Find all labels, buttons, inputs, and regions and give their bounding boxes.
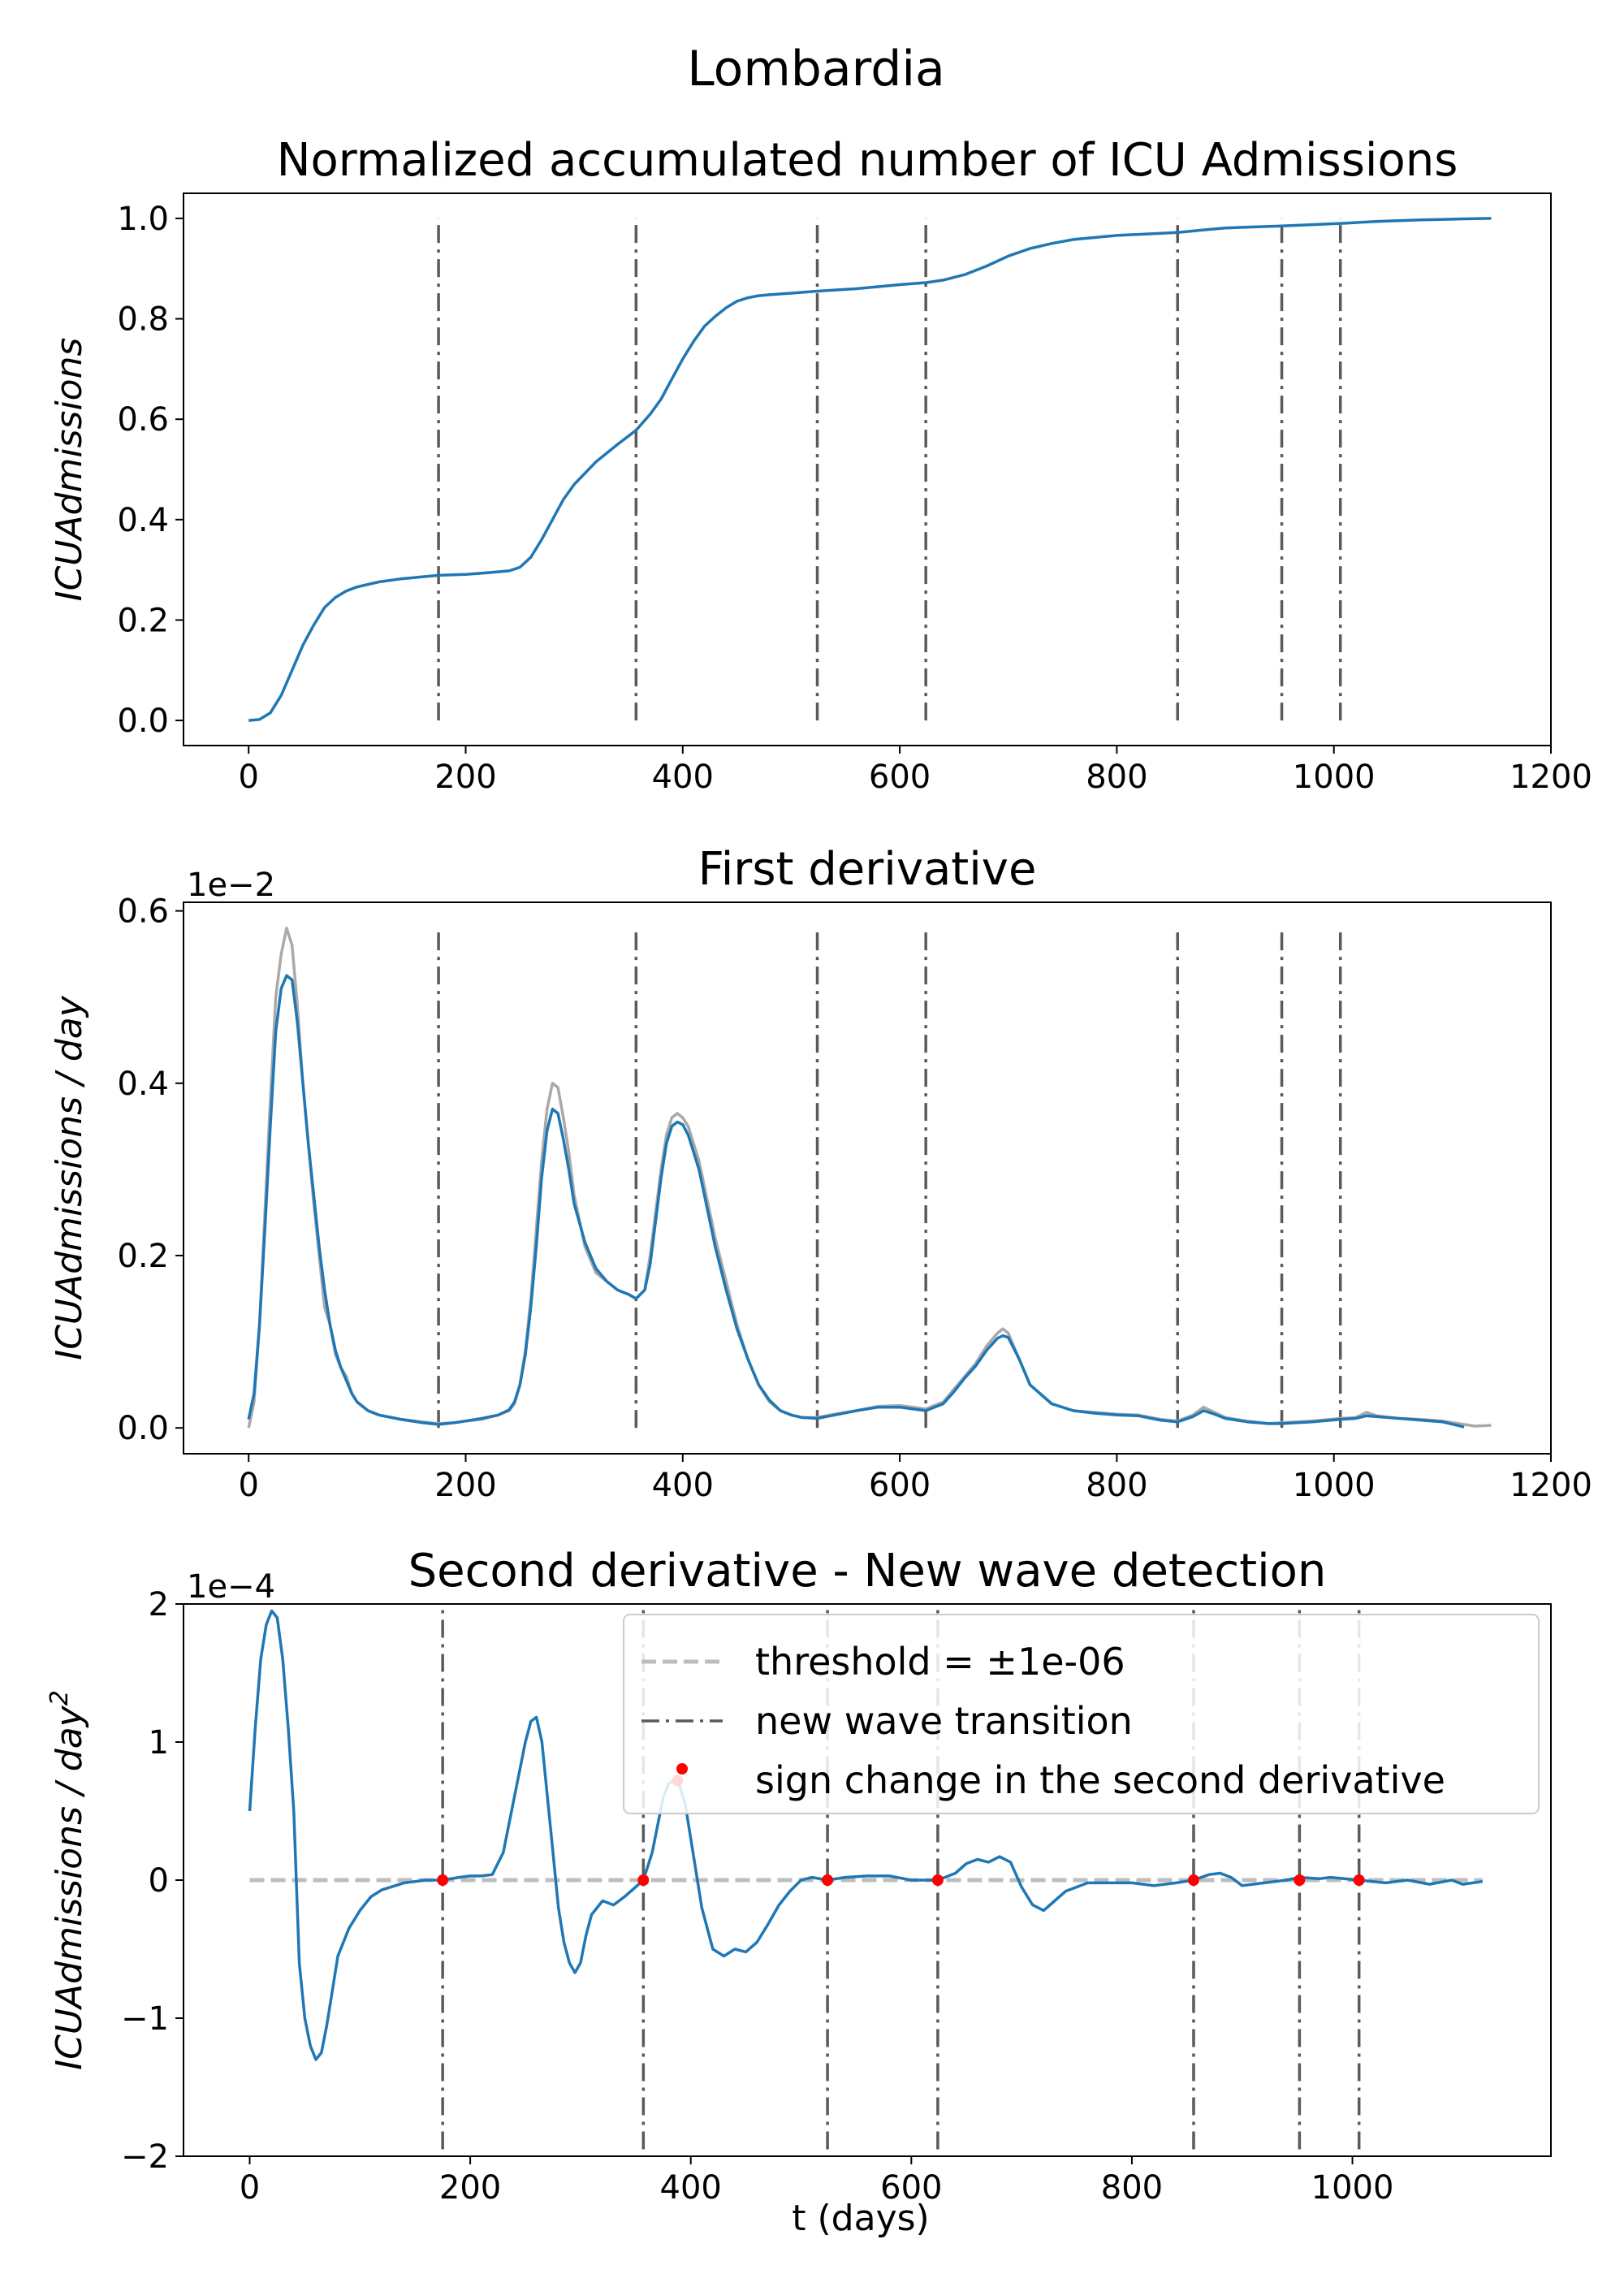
raw-series-line [247,927,1492,1429]
y-tick-label: 0.6 [117,893,169,931]
x-tick-label: 0 [240,2169,260,2207]
panel-title: Second derivative - New wave detection [408,1545,1327,1597]
y-tick-label: 0.2 [117,1238,169,1275]
y-tick-label: 0 [149,1862,169,1900]
x-tick-label: 1000 [1293,1467,1376,1504]
plot-area [248,217,1492,722]
x-tick-label: 200 [439,2169,501,2207]
axes-frame [183,192,1552,746]
y-axis-title: ICUAdmissions / day2 [45,1690,91,2070]
sign-change-point [1294,1874,1306,1886]
x-tick-label: 1000 [1293,759,1376,796]
x-tick-label: 0 [238,759,258,796]
x-tick-label: 1200 [1510,1467,1592,1504]
x-tick-label: 400 [652,1467,714,1504]
series-line [247,974,1465,1429]
y-tick-label: −2 [121,2138,169,2176]
y-tick-label: 1.0 [117,201,169,238]
x-tick-label: 600 [880,2169,942,2207]
axes-frame [183,1603,1552,2157]
y-tick-label: 0.4 [117,502,169,539]
y-tick-label: 0.6 [117,401,169,439]
x-tick-label: 1000 [1311,2169,1394,2207]
x-tick-label: 600 [869,759,931,796]
legend-box [623,1614,1540,1814]
x-tick-label: 800 [1086,1467,1147,1504]
sign-change-point [437,1874,449,1886]
legend-entry: threshold = ±1e-06 [755,1640,1125,1684]
x-tick-label: 200 [434,1467,496,1504]
y-tick-label: 0.8 [117,301,169,339]
x-axis-title: t (days) [792,2198,929,2239]
y-tick-label: −1 [121,2000,169,2038]
x-tick-label: 1200 [1510,759,1592,796]
sign-change-point [1187,1874,1199,1886]
sign-change-point [931,1874,944,1886]
panel-3: Second derivative - New wave detection 1e… [45,1545,1552,2207]
y-axis-title: ICUAdmissions [49,338,90,602]
sign-change-point [1353,1874,1365,1886]
y-tick-label: 0.0 [117,1410,169,1447]
y-tick-label: 0.4 [117,1066,169,1103]
legend-marker-swatch [676,1763,688,1775]
panel-1: Normalized accumulated number of ICU Adm… [49,134,1592,796]
x-tick-label: 400 [652,759,714,796]
legend-entry: sign change in the second derivative [755,1758,1445,1802]
y-tick-label: 2 [149,1586,169,1623]
sign-change-point [822,1874,834,1886]
x-tick-label: 800 [1101,2169,1163,2207]
x-tick-label: 200 [434,759,496,796]
series-line [248,217,1492,722]
legend: threshold = ±1e-06 new wave transition sig… [623,1614,1540,1814]
x-tick-label: 800 [1086,759,1147,796]
x-tick-label: 600 [869,1467,931,1504]
legend-entry: new wave transition [755,1699,1133,1743]
y-tick-label: 1 [149,1724,169,1762]
x-tick-label: 400 [660,2169,722,2207]
y-tick-label: 0.0 [117,703,169,740]
panel-title: Normalized accumulated number of ICU Adm… [277,134,1458,187]
y-offset-label: 1e−2 [187,867,275,904]
y-offset-label: 1e−4 [187,1568,275,1606]
panel-2: First derivative 1e−2 ICUAdmissions / day 0… [49,843,1592,1504]
panel-title: First derivative [698,843,1037,896]
y-axis-title: ICUAdmissions / day [49,995,90,1360]
panels: Normalized accumulated number of ICU Adm… [45,134,1592,2207]
y-tick-label: 0.2 [117,602,169,639]
y-axis-title-exponent: 2 [45,1690,74,1706]
x-tick-label: 0 [238,1467,258,1504]
plot-area [247,927,1492,1429]
sign-change-point [637,1874,650,1886]
figure-suptitle: Lombardia [687,41,945,97]
axes-frame [183,901,1552,1455]
